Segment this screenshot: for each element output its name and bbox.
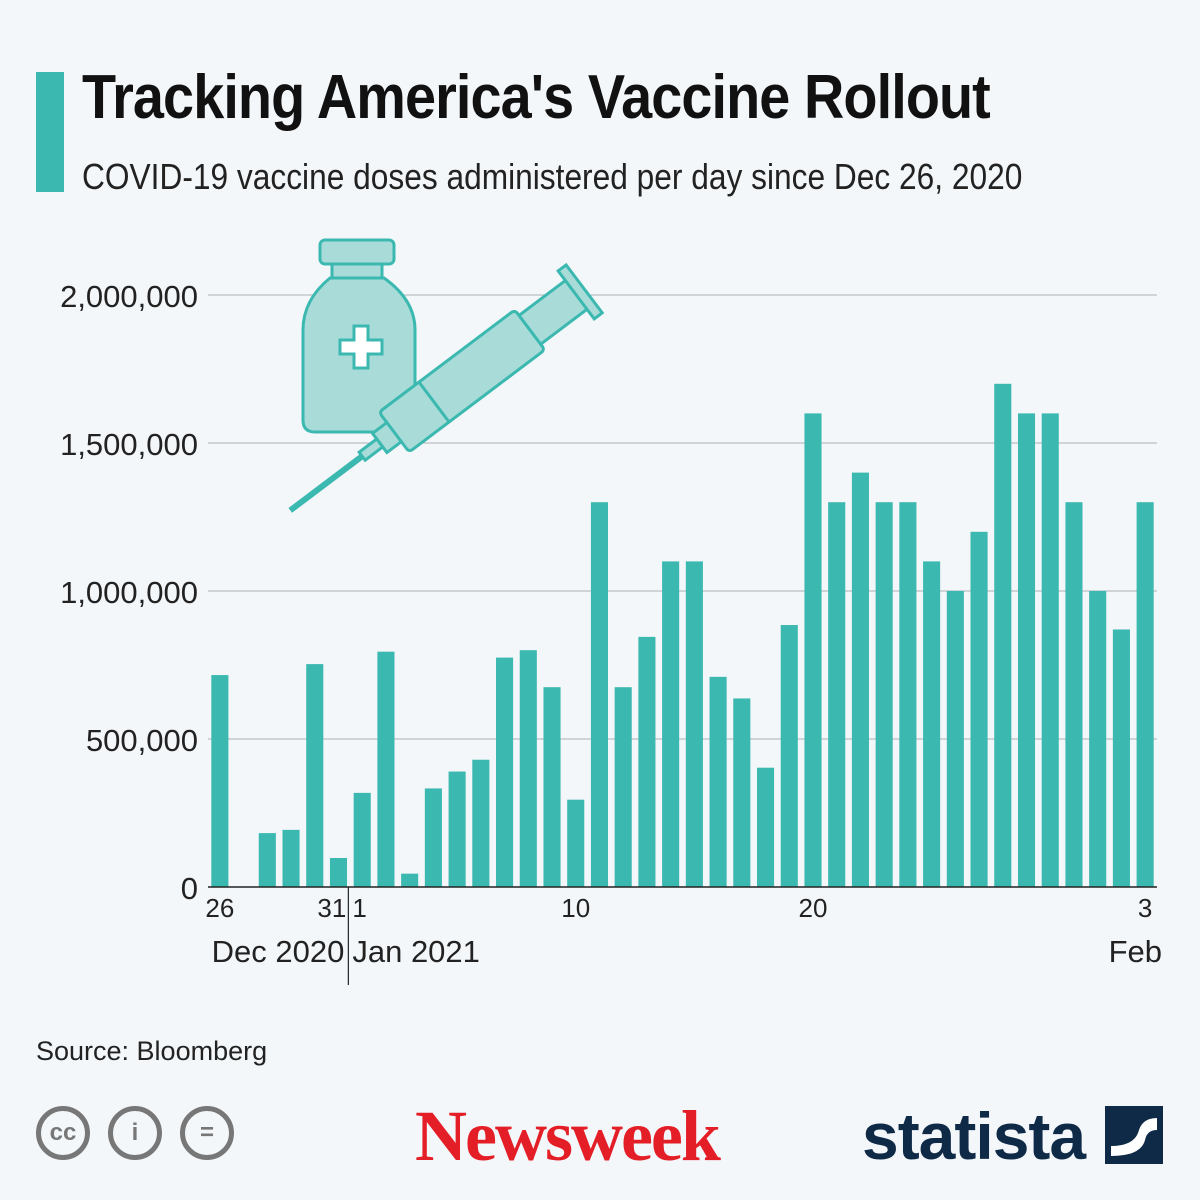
y-tick-label: 0 <box>181 871 198 906</box>
bar-jan-12 <box>614 687 632 887</box>
no-derivatives-icon[interactable]: = <box>180 1106 234 1160</box>
bar-jan-18 <box>756 767 775 887</box>
source-note: Source: Bloomberg <box>36 1036 268 1066</box>
bar-feb-2 <box>1112 629 1130 887</box>
chart-subtitle: COVID-19 vaccine doses administered per … <box>82 156 1023 197</box>
bar-jan-6 <box>472 759 490 887</box>
bar-jan-1 <box>353 792 371 887</box>
bar-jan-3 <box>401 873 419 887</box>
bar-jan-24 <box>899 502 917 887</box>
bar-dec-26 <box>211 675 229 887</box>
x-tick-label: 10 <box>561 893 590 923</box>
chart-title: Tracking America's Vaccine Rollout <box>82 63 991 132</box>
x-period-label: Feb <box>1109 934 1162 969</box>
x-period-label: Dec 2020 <box>212 934 345 969</box>
bar-jan-16 <box>709 676 727 887</box>
bar-jan-13 <box>638 636 656 887</box>
y-tick-label: 1,000,000 <box>60 575 198 610</box>
bar-jan-15 <box>685 561 703 887</box>
bar-jan-17 <box>733 698 751 887</box>
bar-jan-30 <box>1041 413 1059 887</box>
bar-jan-20 <box>804 413 822 887</box>
vaccine-syringe-illustration <box>288 238 605 513</box>
x-tick-label: 31 <box>317 893 346 923</box>
bar-jan-31 <box>1065 502 1083 887</box>
bar-jan-19 <box>780 625 798 887</box>
bar-jan-23 <box>875 502 893 887</box>
bar-dec-30 <box>306 664 324 887</box>
statista-logo[interactable]: statista <box>862 1099 1086 1173</box>
bar-jan-26 <box>946 591 964 887</box>
x-tick-label: 3 <box>1138 893 1152 923</box>
title-accent-bar <box>36 72 64 192</box>
bar-feb-3 <box>1136 502 1154 887</box>
bar-dec-28 <box>258 833 276 887</box>
bar-dec-31 <box>329 857 348 887</box>
x-tick-label: 1 <box>352 893 366 923</box>
bar-jan-27 <box>970 531 988 887</box>
cc-icon[interactable]: cc <box>36 1106 90 1160</box>
bar-jan-9 <box>543 687 561 887</box>
statista-logo-mark <box>1105 1106 1163 1164</box>
y-tick-label: 1,500,000 <box>60 427 198 462</box>
bar-jan-11 <box>590 502 609 887</box>
attribution-icon[interactable]: i <box>108 1106 162 1160</box>
bar-jan-25 <box>923 561 941 887</box>
y-tick-label: 500,000 <box>86 723 198 758</box>
x-tick-label: 20 <box>799 893 828 923</box>
bar-jan-10 <box>567 799 585 887</box>
bar-jan-2 <box>377 651 395 887</box>
y-tick-label: 2,000,000 <box>60 279 198 314</box>
bar-jan-4 <box>424 788 442 887</box>
bar-jan-29 <box>1017 413 1036 887</box>
x-period-label: Jan 2021 <box>352 934 480 969</box>
bar-dec-29 <box>282 829 300 887</box>
newsweek-logo[interactable]: Newsweek <box>415 1096 721 1176</box>
bar-feb-1 <box>1089 591 1107 887</box>
bar-jan-28 <box>994 383 1012 887</box>
bar-jan-7 <box>496 657 514 887</box>
bar-jan-22 <box>851 472 869 887</box>
bar-jan-21 <box>828 502 846 887</box>
x-tick-label: 26 <box>205 893 234 923</box>
bar-jan-5 <box>448 771 466 887</box>
bar-jan-8 <box>519 650 537 887</box>
bar-jan-14 <box>662 561 680 887</box>
